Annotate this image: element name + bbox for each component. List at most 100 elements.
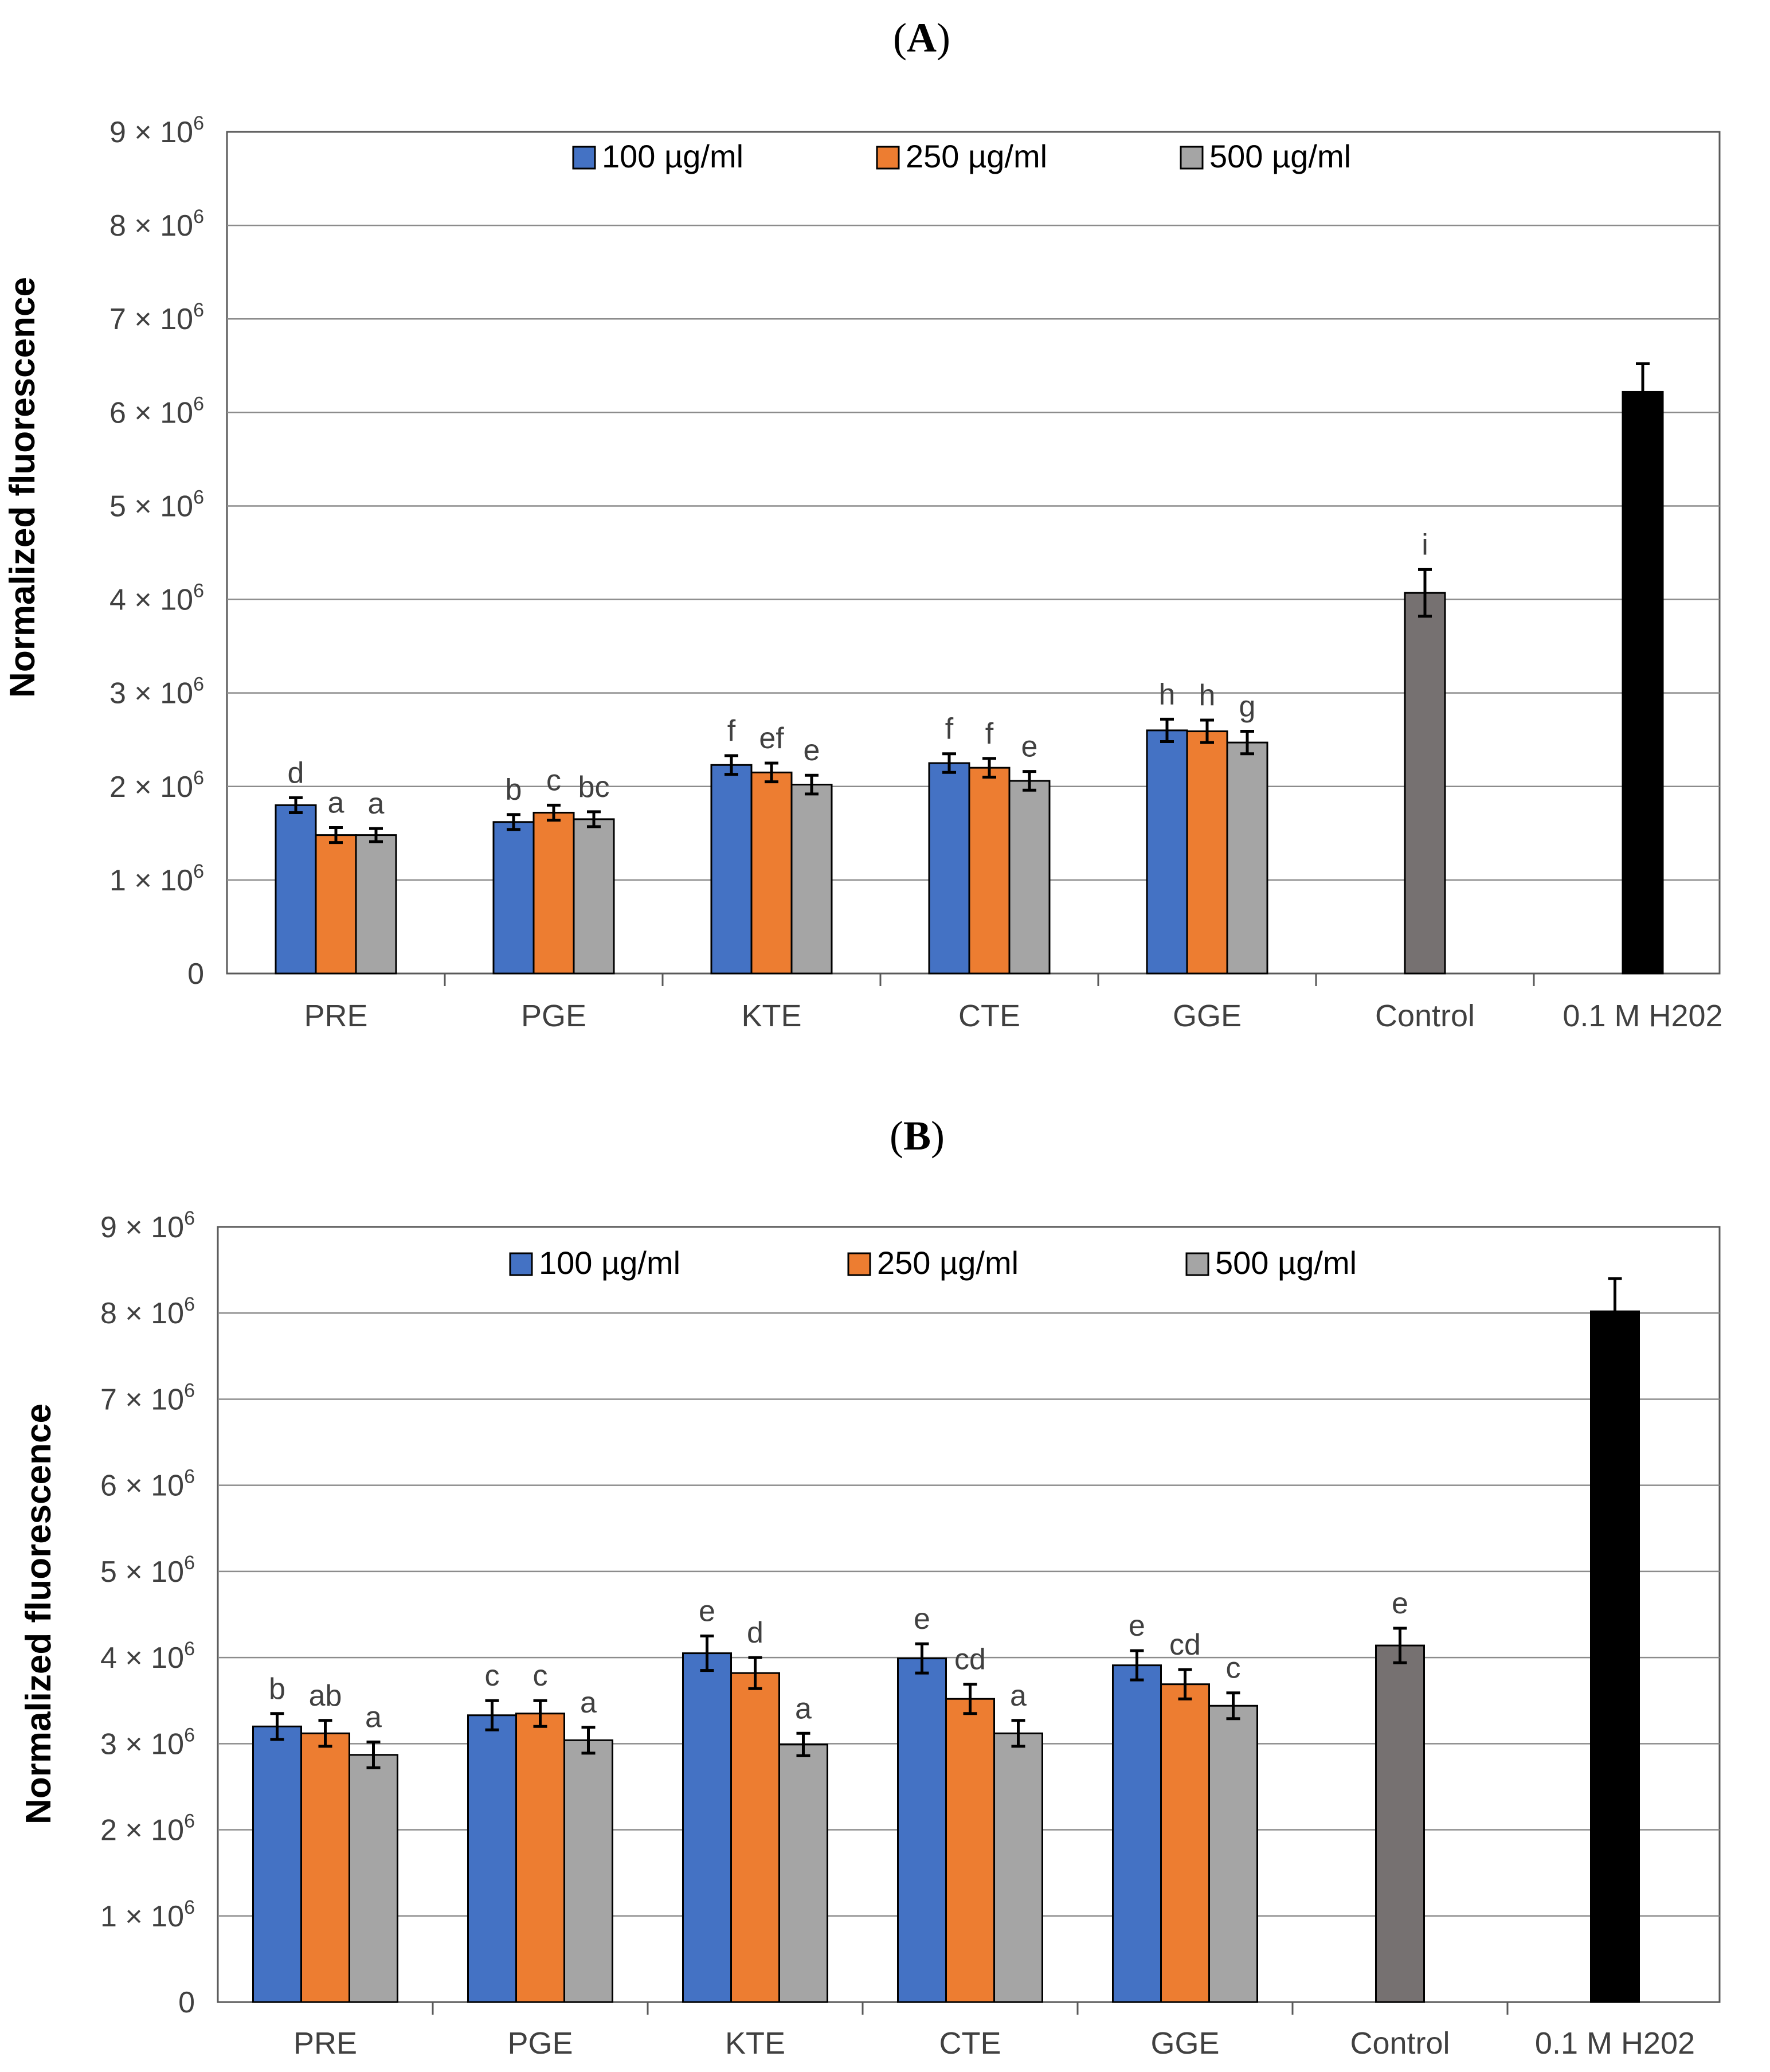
significance-letter: c [1226, 1652, 1241, 1685]
legend-swatch [572, 146, 596, 170]
x-tick-label: GGE [1150, 2026, 1219, 2061]
significance-letter: d [747, 1616, 763, 1649]
bar [1160, 1683, 1210, 2003]
y-tick-label: 8 × 106 [100, 1293, 195, 1330]
bar [492, 821, 535, 975]
bar [532, 811, 575, 975]
legend-label: 500 µg/ml [1215, 1245, 1357, 1281]
significance-letter: c [533, 1659, 548, 1692]
significance-letter: d [288, 756, 304, 789]
legend-item: 500 µg/ml [1185, 1245, 1357, 1281]
significance-letter: e [1021, 730, 1038, 764]
significance-letter: h [1199, 679, 1216, 712]
y-tick-label: 8 × 106 [109, 206, 204, 243]
x-tick-label: GGE [1173, 999, 1242, 1033]
significance-letter: e [804, 734, 820, 767]
bar [1208, 1704, 1258, 2003]
legend-swatch [847, 1252, 871, 1276]
bar [348, 1754, 398, 2003]
legend-swatch [1185, 1252, 1209, 1276]
legend-label: 100 µg/ml [539, 1245, 680, 1281]
y-tick-label: 3 × 106 [109, 674, 204, 710]
legend-item: 500 µg/ml [1180, 138, 1351, 174]
significance-letter: f [727, 714, 736, 748]
y-tick-label: 6 × 106 [109, 393, 204, 429]
significance-letter: b [269, 1672, 285, 1706]
bar [778, 1743, 828, 2003]
bar [252, 1725, 302, 2003]
y-tick-label: 2 × 106 [109, 767, 204, 804]
bar [710, 764, 753, 975]
significance-letter: b [506, 773, 522, 807]
bar [1375, 1644, 1425, 2003]
bar [790, 784, 833, 975]
significance-letter: g [1239, 690, 1256, 724]
significance-letter: c [485, 1659, 500, 1692]
bar [993, 1732, 1043, 2003]
significance-letter: h [1159, 678, 1176, 711]
bar [1146, 729, 1188, 975]
significance-letter: e [1392, 1587, 1408, 1620]
bar [355, 834, 397, 975]
legend-item: 100 µg/ml [509, 1245, 680, 1281]
significance-letter: a [1010, 1679, 1027, 1713]
x-tick-label: 0.1 M H202 [1535, 2026, 1695, 2061]
y-tick-label: 6 × 106 [100, 1466, 195, 1503]
x-tick-label: Control [1350, 2026, 1450, 2061]
legend-item: 250 µg/ml [876, 138, 1047, 174]
legend-item: 100 µg/ml [572, 138, 743, 174]
bar [1590, 1310, 1640, 2003]
significance-letter: bc [578, 771, 610, 804]
significance-letter: a [365, 1700, 382, 1734]
bar [1226, 741, 1268, 975]
y-axis-label: Normalized fluorescence [19, 1404, 58, 1824]
y-tick-label: 4 × 106 [109, 580, 204, 617]
y-tick-label: 9 × 106 [100, 1207, 195, 1244]
y-tick-label: 3 × 106 [100, 1724, 195, 1761]
legend-label: 500 µg/ml [1209, 138, 1351, 174]
bar [750, 771, 793, 975]
significance-letter: e [914, 1602, 930, 1636]
bar [897, 1657, 947, 2003]
x-tick-label: CTE [958, 999, 1020, 1033]
chart-panel-a: (A) 0 1 × 106 2 × 106 3 × 106 4 × 106 5 × 106 6… [3, 15, 1723, 1033]
significance-letter: i [1422, 528, 1428, 561]
x-tick-label: Control [1375, 999, 1475, 1033]
bar [275, 804, 317, 975]
x-tick-label: PGE [507, 2026, 573, 2061]
bar [928, 762, 970, 975]
bar [968, 767, 1011, 975]
significance-letter: e [699, 1595, 715, 1628]
bar [300, 1732, 350, 2003]
significance-letter: a [795, 1692, 812, 1725]
y-tick-label: 0 [187, 957, 204, 991]
bar [1008, 780, 1051, 975]
y-tick-label: 5 × 106 [109, 486, 204, 523]
significance-letter: a [328, 787, 344, 820]
x-tick-label: CTE [939, 2026, 1001, 2061]
legend-swatch [876, 146, 900, 170]
y-tick-label: 7 × 106 [100, 1379, 195, 1416]
significance-letter: f [945, 713, 954, 746]
bar [1186, 730, 1228, 975]
legend-item: 250 µg/ml [847, 1245, 1019, 1281]
significance-letter: ef [759, 722, 784, 755]
x-tick-label: KTE [725, 2026, 785, 2061]
bar [730, 1672, 780, 2003]
x-tick-label: PRE [304, 999, 367, 1033]
panel-title: (A) [893, 15, 950, 61]
bar [1404, 592, 1446, 975]
x-tick-label: 0.1 M H202 [1563, 999, 1722, 1033]
significance-letter: cd [954, 1643, 986, 1676]
y-tick-label: 7 × 106 [109, 299, 204, 336]
significance-letter: f [985, 717, 994, 750]
legend-label: 250 µg/ml [877, 1245, 1019, 1281]
y-tick-label: 1 × 106 [109, 861, 204, 897]
bar [315, 834, 357, 975]
significance-letter: a [368, 787, 385, 820]
significance-letter: ab [309, 1679, 342, 1713]
y-tick-label: 5 × 106 [100, 1552, 195, 1589]
bar [563, 1739, 613, 2003]
y-tick-label: 2 × 106 [100, 1811, 195, 1847]
